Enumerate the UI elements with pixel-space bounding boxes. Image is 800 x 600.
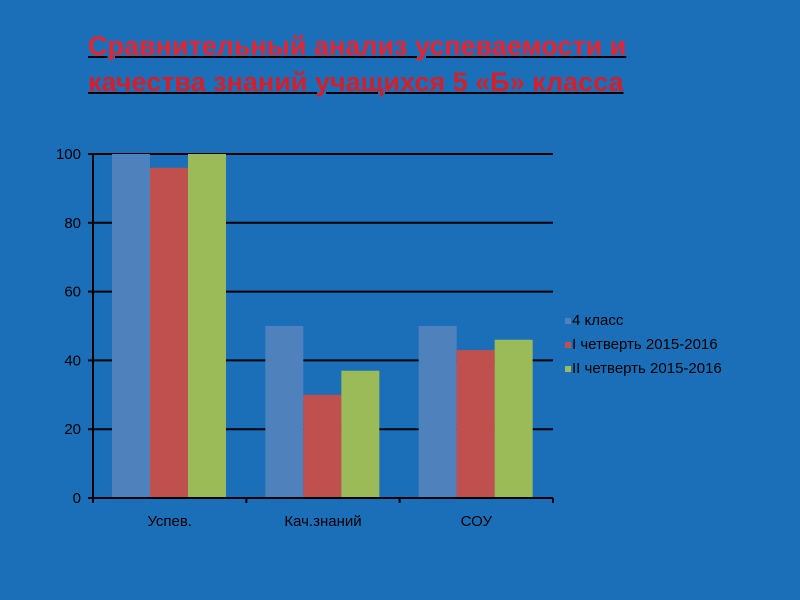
y-tick-labels: 0 20 40 60 80 100 <box>56 146 81 507</box>
bar <box>112 154 150 498</box>
x-tick-label: СОУ <box>461 513 493 530</box>
bar <box>418 326 457 498</box>
y-tick-label: 0 <box>73 490 81 507</box>
y-tick-label: 20 <box>64 421 81 438</box>
legend: 4 класс I четверть 2015-2016 II четверть… <box>565 308 722 380</box>
bar <box>150 167 188 498</box>
title-line-2: качества знаний учащихся 5 «Б» класса <box>88 67 624 97</box>
y-tick-label: 60 <box>64 284 81 301</box>
legend-swatch <box>565 365 571 372</box>
axes <box>88 153 554 503</box>
y-tick-label: 80 <box>64 215 81 232</box>
bar <box>494 339 533 498</box>
legend-item: 4 класс <box>565 308 722 332</box>
bar <box>265 326 304 498</box>
y-tick-label: 40 <box>64 352 81 369</box>
x-tick-labels: Успев. Кач.знаний СОУ <box>147 513 492 530</box>
legend-label: I четверть 2015-2016 <box>572 335 718 353</box>
bar <box>456 350 495 498</box>
bars <box>112 154 533 498</box>
legend-label: 4 класс <box>572 311 624 329</box>
slide-title: Сравнительный анализ успеваемости и каче… <box>88 28 800 100</box>
bar <box>303 394 342 498</box>
legend-item: I четверть 2015-2016 <box>565 332 722 356</box>
y-tick-label: 100 <box>56 146 81 163</box>
legend-swatch <box>565 317 571 324</box>
legend-item: II четверть 2015-2016 <box>565 356 722 380</box>
title-line-1: Сравнительный анализ успеваемости и <box>88 31 627 61</box>
bar <box>341 370 380 498</box>
x-tick-label: Кач.знаний <box>284 513 361 530</box>
x-tick-label: Успев. <box>147 513 192 530</box>
bar <box>188 154 226 498</box>
legend-swatch <box>565 341 571 348</box>
legend-label: II четверть 2015-2016 <box>572 359 722 377</box>
